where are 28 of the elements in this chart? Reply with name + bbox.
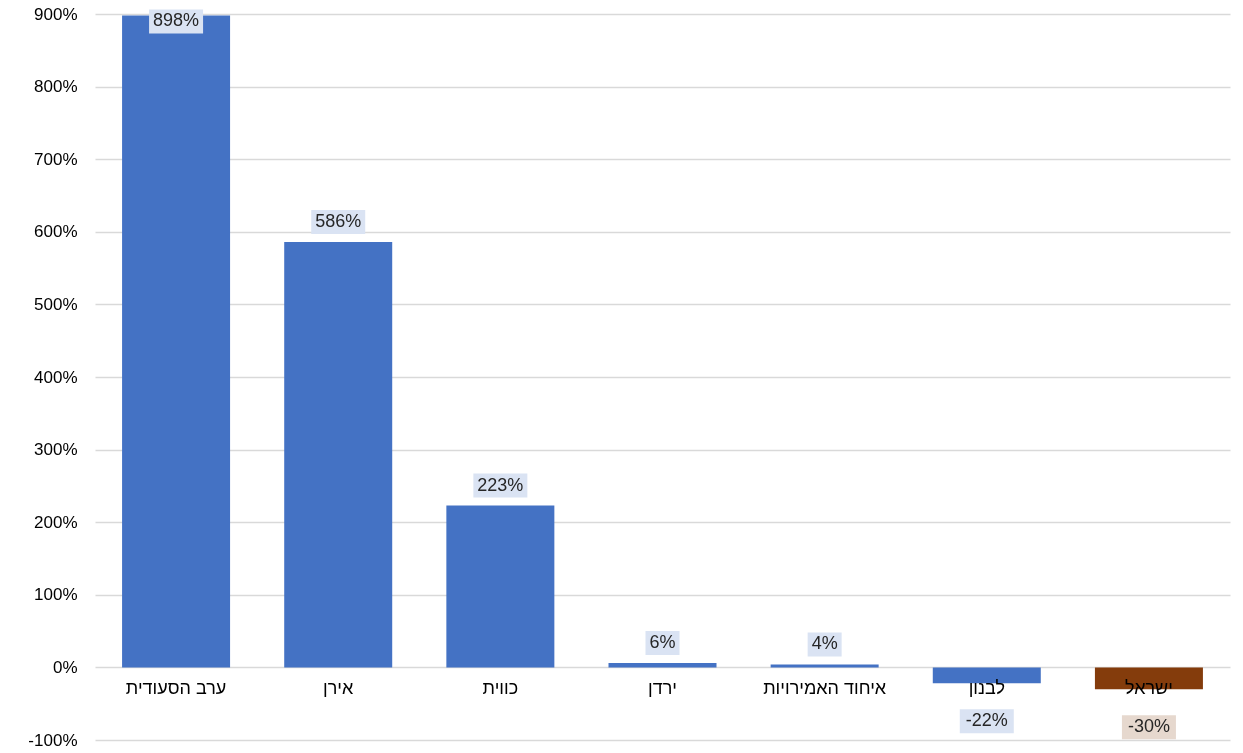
y-tick-label: 600% <box>34 222 78 242</box>
x-tick-label: לבנון <box>968 677 1005 698</box>
y-tick-label: 800% <box>34 77 78 97</box>
y-tick-label: 400% <box>34 367 78 387</box>
data-label: 4% <box>811 633 838 654</box>
y-tick-label: 0% <box>52 657 78 677</box>
bar <box>284 241 393 668</box>
x-tick-label: איחוד האמירויות <box>763 677 887 698</box>
x-tick-label: ערב הסעודית <box>125 677 227 698</box>
data-label: 6% <box>649 632 676 653</box>
data-label: -30% <box>1127 716 1170 737</box>
x-tick-label: ירדן <box>648 677 677 698</box>
data-label: 898% <box>153 10 200 31</box>
y-tick-label: 300% <box>34 440 78 460</box>
y-tick-label: 100% <box>34 585 78 605</box>
bar <box>770 664 879 668</box>
data-label: 223% <box>477 474 524 495</box>
data-label: 586% <box>315 210 362 231</box>
y-tick-label: 900% <box>34 4 78 24</box>
y-tick-label: 700% <box>34 149 78 169</box>
data-label: -22% <box>965 710 1008 731</box>
bar <box>446 505 555 668</box>
y-tick-label: 500% <box>34 294 78 314</box>
y-tick-label: 200% <box>34 512 78 532</box>
bar <box>608 663 717 668</box>
x-tick-label: כווית <box>482 677 519 698</box>
y-tick-label: -100% <box>28 730 78 750</box>
x-tick-label: אירן <box>323 677 355 698</box>
